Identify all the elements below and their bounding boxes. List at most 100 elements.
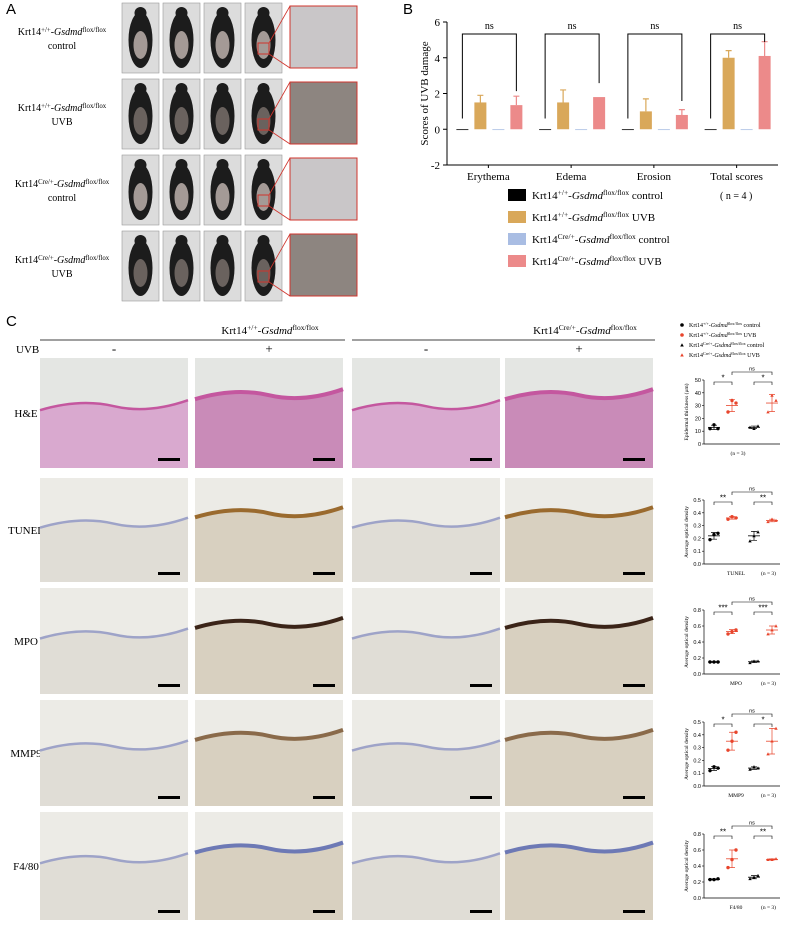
text-part: +/+ [247,323,258,332]
tissue [40,740,188,806]
scale-bar [623,572,645,575]
scale-bar [313,572,335,575]
epidermis [351,627,501,640]
text-part: - [51,27,54,38]
text-part: - [575,256,579,268]
stain-label: MPO [14,636,38,648]
significance-label: ** [760,828,766,837]
marker [756,424,760,428]
x-axis-label: MMP9 [728,793,744,799]
y-tick-label: -2 [431,160,440,172]
tissue [195,729,343,806]
text-part: Krt14 [18,103,41,114]
mouse-belly [256,31,271,59]
y-tick-label: 0.8 [693,608,701,614]
y-tick-label: 6 [435,17,441,29]
text-part: - [51,103,54,114]
zoom-photo [289,157,358,221]
mouse-head [175,7,188,19]
row-label: control [48,193,77,204]
text-part: flox/flox [731,351,745,356]
error-bar [711,532,717,540]
mouse-head [257,235,270,247]
significance-label: ns [568,21,577,32]
significance-bracket [710,33,766,119]
bar [740,129,753,131]
scale-bar [623,684,645,687]
error-bar [769,728,775,755]
error-bar [761,41,768,56]
legend-label: Krt14Cre/+-Gsdmdflox/flox UVB [532,254,662,269]
tissue [505,617,653,694]
text-part: control [742,323,761,329]
mouse-head [175,235,188,247]
text-part: - [575,234,579,246]
marker [716,531,720,535]
epidermis [39,852,189,865]
epidermis [504,840,654,855]
significance-bracket [713,835,733,839]
group-header: Krt14+/+-Gsdmdflox/flox [221,323,318,338]
marker [726,632,730,636]
text-part: UVB [636,256,662,268]
text-part: control [636,234,670,246]
tissue [505,389,653,468]
significance-bracket [753,611,773,615]
y-tick-label: 0.4 [693,733,701,739]
stain-label: H&E [14,408,38,420]
mouse-belly [133,107,148,135]
y-tick-label: 0 [698,442,701,448]
text-part: flox/flox [82,103,106,110]
scale-bar [623,796,645,799]
error-bar [751,425,757,429]
text-part: Cre/+ [558,232,575,241]
error-bar [711,424,717,430]
mouse-head [216,7,229,19]
marker [774,624,778,628]
marker [766,520,770,524]
mouse-head [134,83,147,95]
zoom-line [268,157,291,196]
significance-bracket [731,825,773,829]
mouse-belly [256,259,271,287]
scale-bar [470,796,492,799]
y-tick-label: 0.1 [693,771,701,777]
text-part: Krt14 [15,255,38,266]
row-label: UVB [51,117,72,128]
marker [726,865,730,870]
y-tick-label: 0.2 [693,880,701,886]
epidermis [504,616,654,630]
scale-bar [158,796,180,799]
text-part: UVB [629,212,655,224]
mouse-head [216,235,229,247]
epidermis [39,627,189,640]
marker [748,539,752,543]
text-part: - [258,325,262,337]
y-tick-label: 20 [695,416,701,422]
x-tick-label: Edema [556,171,587,183]
panel-label: B [403,1,413,18]
tissue [352,400,500,468]
significance-label: ns [749,597,755,603]
text-part: Gsdmd [714,353,732,359]
sample-size: (n = 3) [761,792,776,799]
significance-bracket [731,713,773,717]
text-part: Gsdmd [57,179,86,190]
tissue [352,517,500,582]
y-tick-label: 2 [435,89,441,101]
scale-bar [623,910,645,913]
bar [510,105,523,130]
text-part: - [709,323,711,329]
y-tick-label: 0.4 [693,511,701,517]
text-part: - [712,343,714,349]
bar [575,129,588,131]
epidermis [504,728,654,742]
error-bar [729,399,735,412]
mouse-belly [133,259,148,287]
treatment: + [265,341,272,356]
text-part: Krt14 [532,212,558,224]
mouse-head [216,83,229,95]
epidermis [351,399,501,412]
marker [680,333,684,337]
